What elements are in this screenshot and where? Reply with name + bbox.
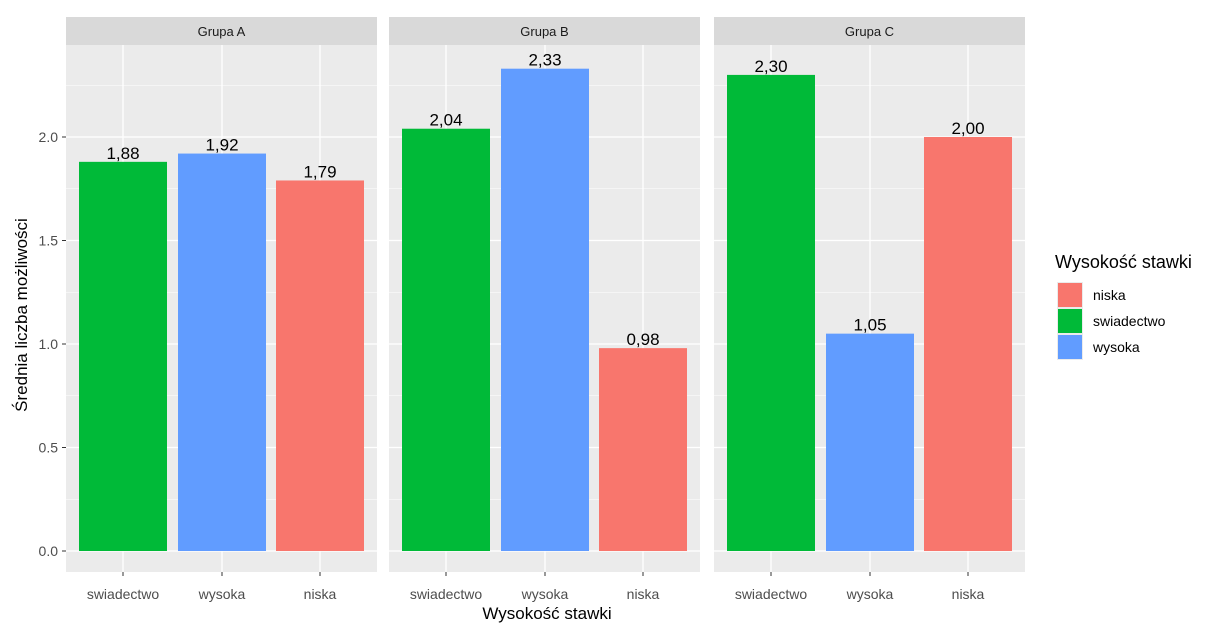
bar-wysoka	[501, 68, 589, 551]
y-tick-label: 1.0	[39, 336, 59, 352]
x-tick-label: niska	[952, 586, 985, 602]
legend-label: swiadectwo	[1093, 313, 1166, 329]
y-axis-title: Średnia liczba możliwości	[12, 218, 31, 412]
bar-value-label: 2,00	[951, 119, 984, 138]
x-tick-label: swiadectwo	[410, 586, 483, 602]
bar-value-label: 2,33	[528, 51, 561, 70]
bar-niska	[924, 137, 1012, 551]
x-tick-label: wysoka	[846, 586, 894, 602]
panel-title: Grupa B	[520, 24, 568, 39]
bar-value-label: 2,30	[754, 57, 787, 76]
bar-niska	[599, 348, 687, 551]
legend-swatch-swiadectwo	[1058, 309, 1082, 333]
panel-2: Grupa B 2,04 swiadectwo 2,33 wysoka 0,98 niska	[389, 17, 700, 602]
panel-title: Grupa C	[845, 24, 894, 39]
bar-swiadectwo	[727, 74, 815, 552]
y-tick-label: 1.5	[39, 233, 59, 249]
legend-swatch-wysoka	[1058, 335, 1082, 359]
panel-strip	[389, 17, 700, 45]
legend: Wysokość stawki niska swiadectwo wysoka	[1055, 252, 1192, 360]
x-tick-label: niska	[627, 586, 660, 602]
x-tick-label: swiadectwo	[87, 586, 160, 602]
bar-wysoka	[826, 333, 914, 551]
x-axis-title: Wysokość stawki	[482, 604, 611, 623]
panel-3: Grupa C 2,30 swiadectwo 1,05 wysoka 2,00 niska	[714, 17, 1025, 602]
legend-label: niska	[1093, 287, 1126, 303]
legend-swatch-niska	[1058, 283, 1082, 307]
bar-value-label: 2,04	[429, 111, 462, 130]
bar-swiadectwo	[402, 128, 490, 551]
x-tick-label: niska	[304, 586, 337, 602]
panel-strip	[714, 17, 1025, 45]
x-tick-label: wysoka	[521, 586, 569, 602]
legend-label: wysoka	[1092, 339, 1140, 355]
y-tick-label: 0.5	[39, 440, 59, 456]
bar-value-label: 1,05	[853, 316, 886, 335]
y-tick-label: 2.0	[39, 129, 59, 145]
bar-value-label: 1,79	[303, 162, 336, 181]
x-tick-label: wysoka	[198, 586, 246, 602]
bar-wysoka	[178, 153, 266, 551]
panel-1: Grupa A 1,88 swiadectwo 1,92 wysoka 1,79 niska	[66, 17, 377, 602]
bar-value-label: 1,92	[205, 136, 238, 155]
panels: Grupa A 1,88 swiadectwo 1,92 wysoka 1,79 niska…	[66, 17, 1025, 602]
y-axis: 0.0 0.5 1.0 1.5 2.0	[39, 129, 66, 559]
panel-strip	[66, 17, 377, 45]
bar-value-label: 0,98	[626, 330, 659, 349]
x-tick-label: swiadectwo	[735, 586, 808, 602]
y-tick-label: 0.0	[39, 543, 59, 559]
bar-value-label: 1,88	[106, 144, 139, 163]
bar-swiadectwo	[79, 161, 167, 551]
legend-title: Wysokość stawki	[1055, 252, 1192, 272]
bar-niska	[276, 180, 364, 551]
panel-title: Grupa A	[198, 24, 246, 39]
